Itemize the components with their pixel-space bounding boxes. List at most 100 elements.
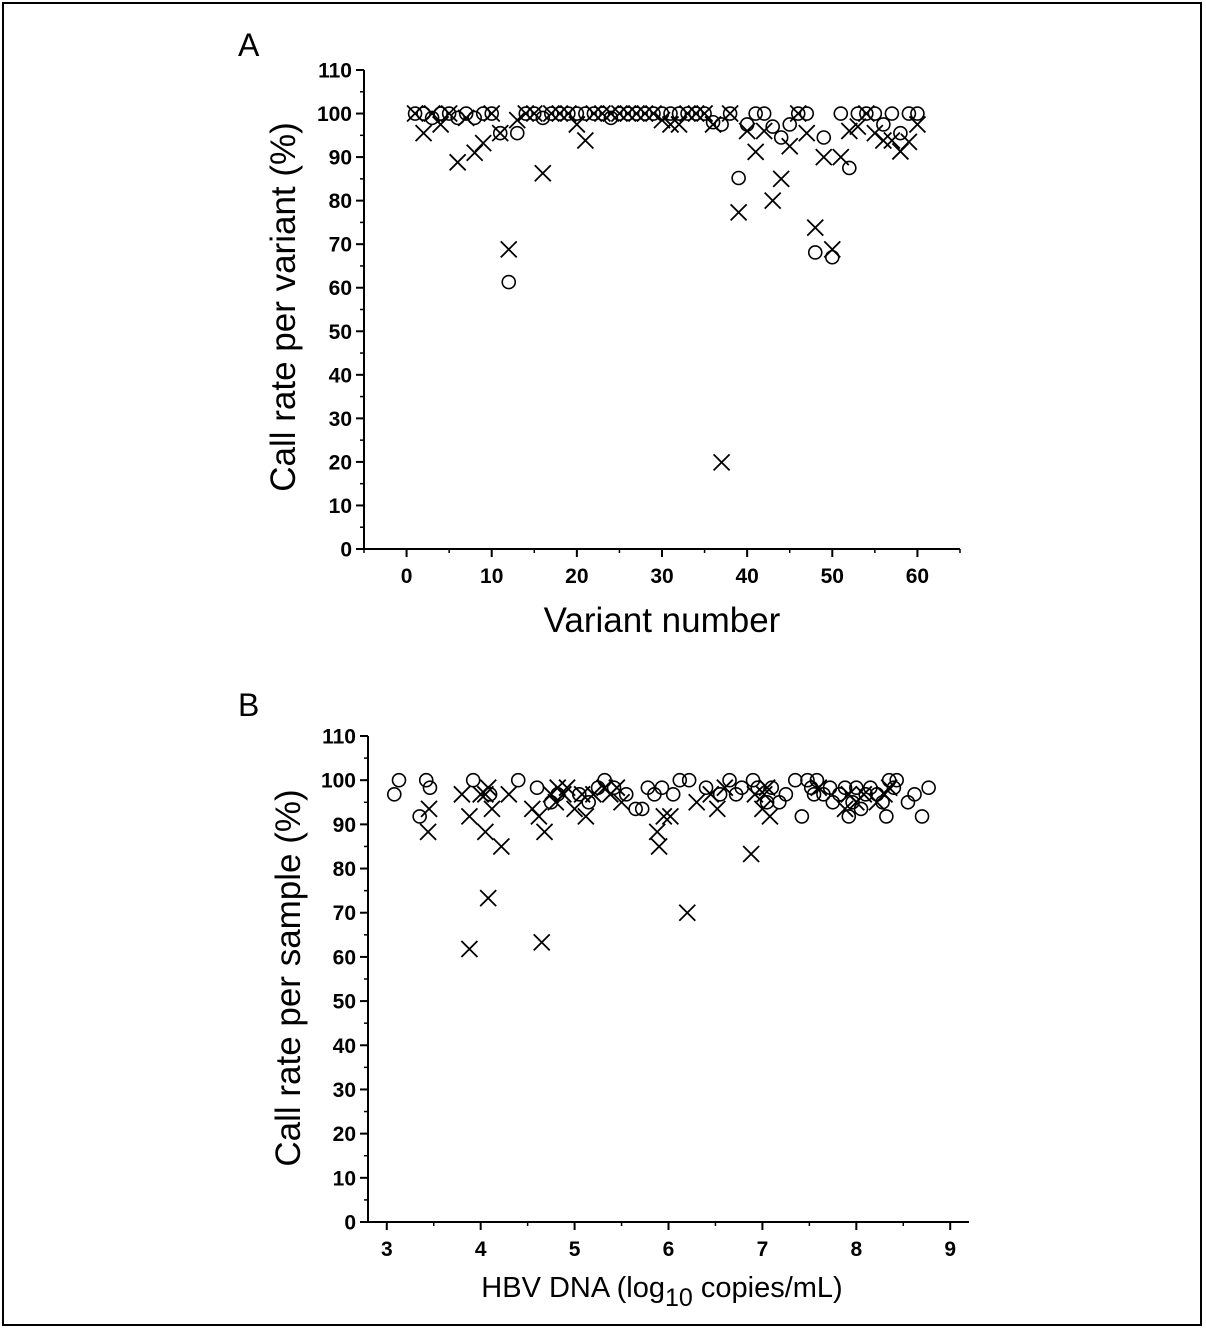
panel-b-cross-point	[479, 779, 497, 797]
panel-b-y-tick-label: 100	[321, 770, 356, 793]
panel-a-marks	[406, 104, 927, 471]
panel-a-circle-point	[731, 170, 746, 186]
panel-b-cross-point	[492, 837, 510, 856]
panel-a-circle-point	[876, 117, 891, 132]
panel-a-cross-point	[806, 218, 824, 237]
panel-a-circle-point	[850, 106, 866, 121]
panel-a-y-tick-label: 20	[329, 451, 352, 474]
panel-a-cross-point	[653, 111, 671, 129]
panel-b-cross-point	[460, 807, 479, 826]
panel-a-cross-point	[525, 104, 543, 123]
panel-b-circle-point	[881, 772, 897, 788]
panel-a-cross-point	[627, 104, 646, 123]
panel-a-circle-point	[739, 117, 755, 132]
panel-b-cross-point	[678, 904, 696, 922]
panel-b-y-tick-label: 10	[333, 1167, 356, 1190]
panel-b-y-tick-label: 30	[333, 1079, 356, 1102]
panel-a-circle-point	[893, 125, 908, 141]
panel-a-y-tick-label: 110	[318, 60, 352, 83]
panel-b-x-axis-title-prefix: HBV DNA (log	[481, 1272, 665, 1304]
panel-b-circle-point	[794, 809, 810, 824]
panel-b-cross-point	[688, 793, 706, 811]
panel-a-circle-point	[859, 106, 874, 121]
panel-a-circle-point	[586, 106, 602, 121]
panel-b-cross-point	[746, 785, 764, 803]
panel-a-circle-point	[569, 106, 585, 121]
panel-b-cross-point	[558, 779, 576, 797]
panel-a-circle-point	[620, 106, 636, 121]
panel-b-x-axis-title-subscript: 10	[665, 1284, 693, 1312]
panel-a-cross-point	[729, 203, 748, 222]
panel-b-circle-point	[764, 780, 780, 795]
panel-a-cross-point	[900, 133, 918, 151]
panel-a-x-tick-label: 30	[650, 565, 673, 588]
panel-a-x-tick-label: 10	[480, 565, 503, 588]
panel-b-cross-point	[702, 785, 720, 803]
panel-a-circle-point	[782, 117, 798, 132]
panel-b-y-tick-label: 90	[333, 814, 356, 837]
panel-b-circle-point	[750, 780, 766, 795]
panel-b-y-tick-label: 40	[333, 1035, 356, 1058]
panel-a-cross-point	[440, 104, 458, 123]
panel-b-circle-point	[914, 809, 930, 824]
panel-b-cross-point	[758, 779, 776, 797]
panel-a-cross-point	[840, 122, 858, 140]
panel-b-circle-point	[529, 780, 545, 795]
panel-a-cross-point	[670, 115, 688, 134]
panel-b-cross-point	[500, 785, 518, 803]
panel-b-circle-point	[698, 780, 714, 795]
panel-b-cross-point	[453, 785, 471, 803]
panel-a-cross-point	[815, 148, 833, 166]
panel-a-circle-point	[629, 106, 644, 121]
panel-b-y-tick-label: 60	[333, 946, 356, 969]
panel-b-circle-point	[921, 780, 936, 795]
panel-a-circle-point	[467, 110, 482, 126]
panel-a-circle-point	[433, 106, 448, 121]
panel-a-y-tick-label: 50	[329, 321, 352, 344]
panel-b-x-tick-label: 4	[475, 1238, 487, 1261]
panel-b-cross-point	[584, 785, 603, 803]
panel-a-circle-point	[790, 106, 806, 121]
panel-b-circle-point	[889, 772, 904, 788]
panel-a-y-tick-label: 90	[329, 147, 352, 170]
panel-a-cross-point	[534, 164, 552, 182]
panel-a-circle-point	[492, 125, 508, 141]
panel-a-circle-point	[518, 106, 534, 121]
panel-a-circle-point	[612, 106, 627, 121]
panel-b-cross-point	[608, 779, 626, 797]
panel-b-x-tick-label: 3	[381, 1238, 393, 1261]
panel-a-x-tick-label: 50	[821, 565, 844, 588]
panel-b-circle-point	[482, 787, 498, 802]
panel-a-circle-point	[910, 106, 925, 121]
panel-a-cross-point	[764, 191, 782, 210]
panel-b-cross-point	[476, 823, 495, 841]
panel-b-cross-point	[655, 807, 673, 826]
panel-a-circle-point	[833, 106, 849, 121]
panel-b-circle-point	[778, 787, 794, 802]
panel-a-cross-point	[678, 104, 697, 123]
panel-b-x-axis-title: HBV DNA (log10 copies/mL)	[481, 1272, 842, 1312]
panel-b-x-tick-label: 8	[850, 1238, 862, 1261]
panel-b-cross-point	[661, 807, 680, 826]
panel-a-cross-point	[610, 104, 629, 123]
panel-b-circle-point	[806, 787, 822, 802]
panel-a-circle-point	[424, 110, 440, 126]
panel-b-y-tick-label: 80	[333, 858, 356, 881]
panel-a-cross-point	[755, 122, 773, 140]
panel-b-circle-point	[800, 772, 815, 788]
panel-a-circle-point	[416, 106, 431, 121]
panel-b-circle-point	[412, 809, 427, 824]
panel-a-circle-point	[484, 106, 500, 121]
panel-b-circle-point	[654, 780, 670, 795]
panel-b-letter: B	[238, 687, 259, 723]
panel-a-cross-point	[704, 115, 722, 134]
panel-a-circle-point	[646, 106, 661, 121]
panel-a-circle-point	[697, 106, 712, 121]
panel-a-cross-point	[483, 104, 501, 123]
panel-b-circle-point	[722, 772, 737, 788]
panel-a-cross-point	[798, 124, 816, 142]
panel-a-circle-point	[807, 245, 823, 260]
panel-b-cross-point	[533, 933, 551, 951]
panel-a-circle-point	[450, 110, 465, 126]
